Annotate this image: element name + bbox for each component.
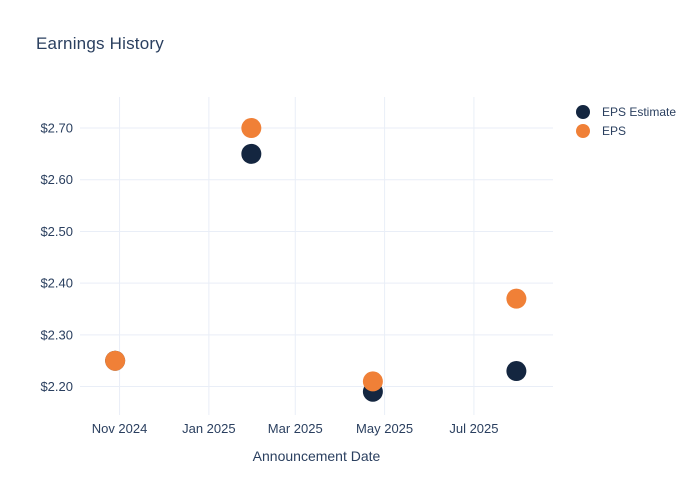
y-tick-label: $2.20 bbox=[40, 379, 73, 394]
chart-title: Earnings History bbox=[36, 34, 164, 53]
legend-label-eps: EPS bbox=[602, 124, 627, 138]
y-tick-label: $2.70 bbox=[40, 121, 73, 136]
x-tick-label: Mar 2025 bbox=[268, 421, 323, 436]
x-tick-label: Nov 2024 bbox=[92, 421, 148, 436]
point-eps[interactable] bbox=[362, 371, 383, 392]
y-tick-label: $2.50 bbox=[40, 224, 73, 239]
point-eps[interactable] bbox=[506, 288, 527, 309]
y-tick-label: $2.40 bbox=[40, 276, 73, 291]
eps-marker-icon bbox=[576, 124, 590, 138]
eps-estimate-marker-icon bbox=[576, 105, 590, 119]
point-eps[interactable] bbox=[105, 350, 126, 371]
legend-item-eps-estimate[interactable]: EPS Estimate bbox=[576, 105, 676, 119]
x-tick-label: Jan 2025 bbox=[182, 421, 236, 436]
legend: EPS Estimate EPS bbox=[576, 105, 676, 138]
legend-item-eps[interactable]: EPS bbox=[576, 124, 676, 138]
y-tick-label: $2.30 bbox=[40, 327, 73, 342]
x-tick-label: May 2025 bbox=[356, 421, 413, 436]
point-eps-estimate[interactable] bbox=[241, 143, 262, 164]
y-tick-label: $2.60 bbox=[40, 172, 73, 187]
legend-label-eps-estimate: EPS Estimate bbox=[602, 105, 677, 119]
x-tick-label: Jul 2025 bbox=[449, 421, 498, 436]
x-axis-title: Announcement Date bbox=[252, 448, 381, 464]
point-eps[interactable] bbox=[241, 118, 262, 139]
point-eps-estimate[interactable] bbox=[506, 361, 527, 382]
